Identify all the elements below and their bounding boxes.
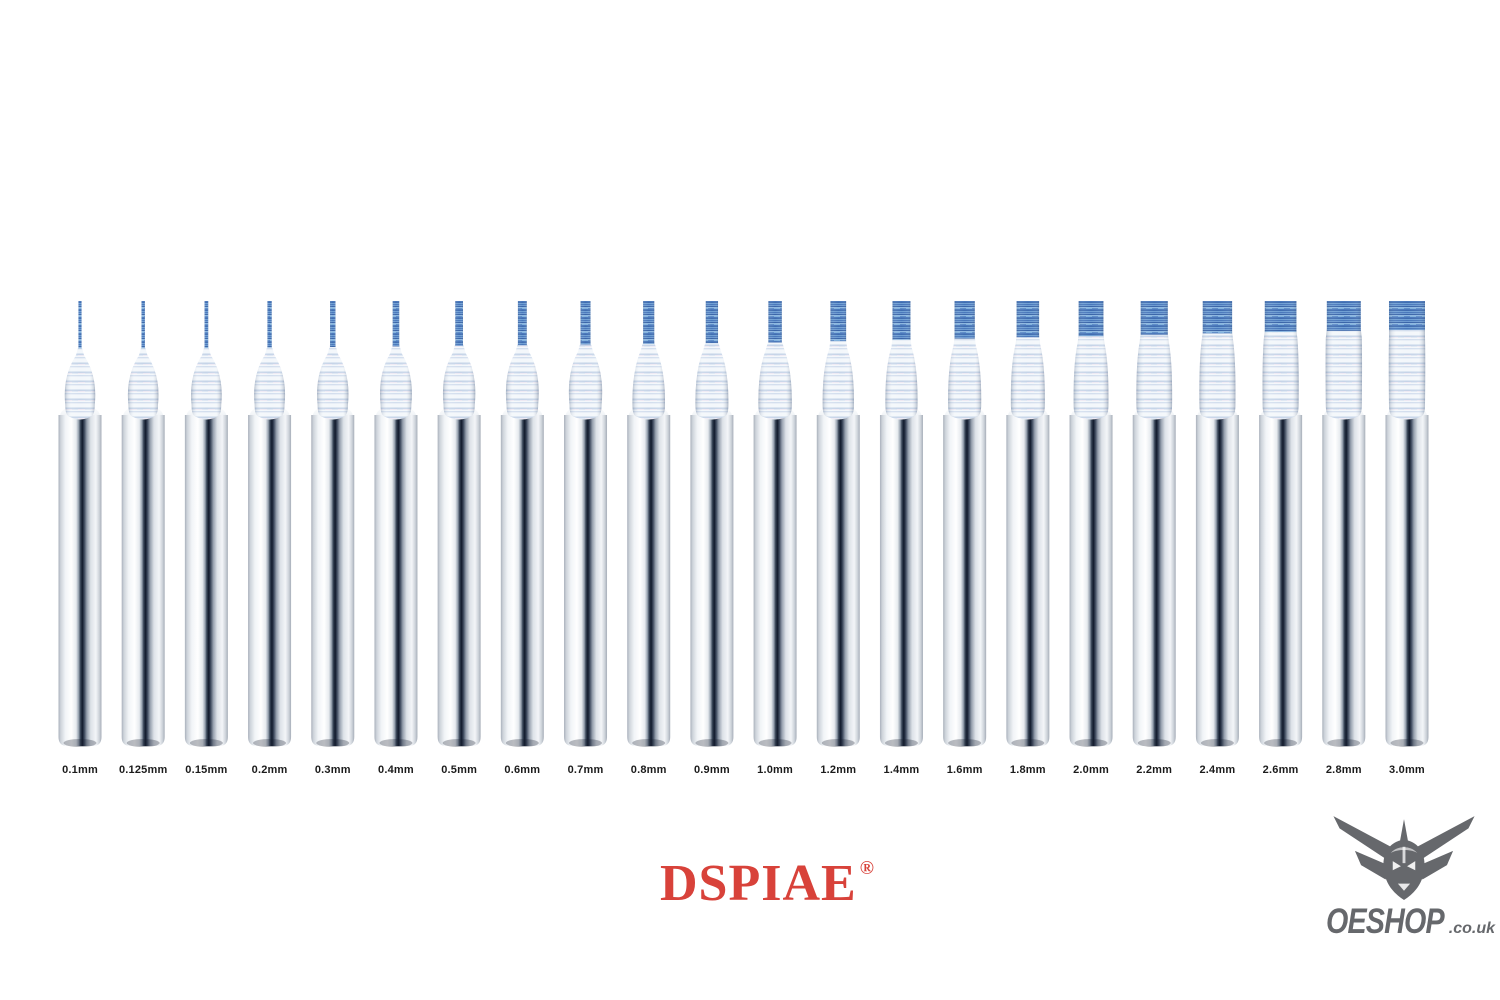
size-label: 2.6mm [1262,764,1299,776]
size-label: 0.7mm [567,764,604,776]
size-label: 0.6mm [504,764,541,776]
size-label: 1.0mm [757,764,794,776]
size-label: 0.1mm [62,764,98,776]
size-label: 2.8mm [1325,764,1362,776]
retailer-name: OESHOP [1325,902,1445,941]
size-label: 0.3mm [314,764,351,776]
drill-bit [1322,301,1366,747]
size-label: 0.125mm [118,764,168,776]
drill-bit [1195,301,1239,747]
size-label: 3.0mm [1389,764,1425,776]
size-label: 2.2mm [1136,764,1173,776]
drill-bit [58,301,102,747]
retailer-domain-suffix: .co.uk [1448,920,1495,937]
size-label: 1.2mm [820,764,857,776]
size-label: 0.4mm [378,764,414,776]
drill-bit [437,301,481,747]
size-label: 0.2mm [251,764,288,776]
drill-bit [879,301,923,747]
drill-bit [943,301,987,747]
oeshop-logo: OESHOP .co.uk [1316,812,1495,941]
size-label: 0.15mm [185,764,228,776]
drill-bit [311,301,355,747]
drill-bit [627,301,671,747]
drill-bit [184,301,228,747]
drill-bit [374,301,418,747]
drill-bit [564,301,608,747]
size-label: 2.4mm [1199,764,1236,776]
mecha-head-icon [1326,812,1482,902]
drill-bit [500,301,544,747]
drill-bit [1259,301,1303,747]
size-label: 1.6mm [946,764,983,776]
drill-bit [248,301,292,747]
drill-bit [1069,301,1113,747]
drill-bit [690,301,734,747]
size-label: 2.0mm [1073,764,1109,776]
size-label: 0.5mm [441,764,478,776]
dspiae-logo: DSPIAE ® [660,856,874,923]
drill-bit [753,301,797,747]
registered-mark: ® [859,858,874,879]
drill-bit [1385,301,1429,747]
drill-bit [1132,301,1176,747]
brand-name: DSPIAE [660,855,857,912]
size-label: 1.8mm [1009,764,1046,776]
size-label: 1.4mm [883,764,920,776]
drill-bit [816,301,860,747]
size-label: 0.8mm [630,764,667,776]
drill-bit [1006,301,1050,747]
size-label: 0.9mm [693,764,730,776]
drill-bit [121,301,165,747]
drill-bits-graphic [58,301,1429,747]
